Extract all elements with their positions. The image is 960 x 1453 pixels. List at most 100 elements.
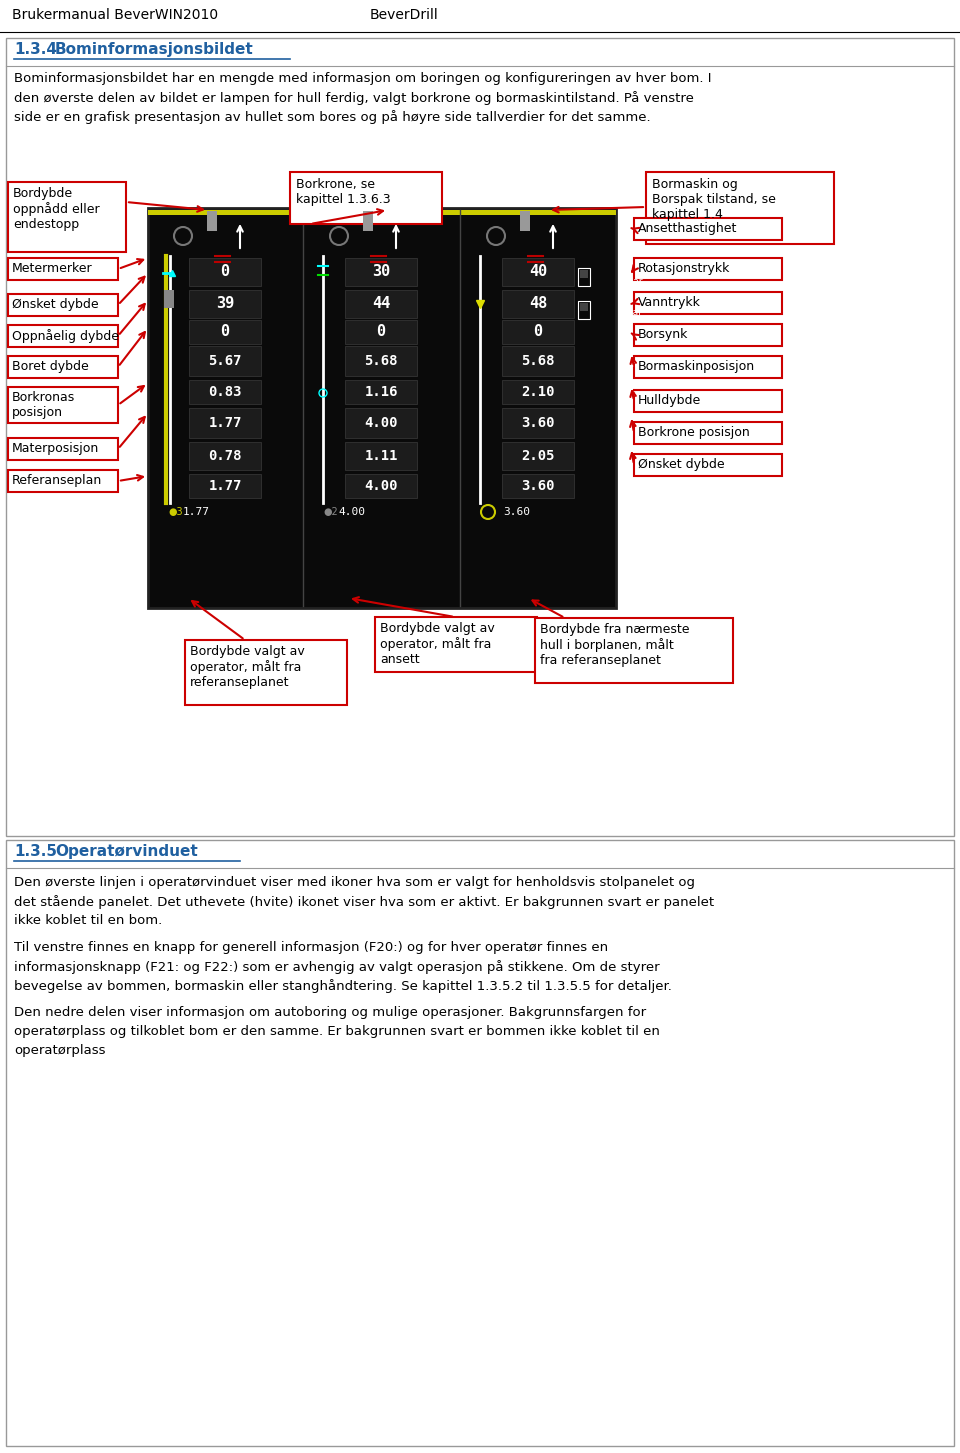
Text: ●3: ●3	[168, 507, 182, 517]
Bar	[634, 324, 782, 346]
Text: Borsynk: Borsynk	[638, 328, 688, 341]
Text: Metermerker: Metermerker	[12, 262, 92, 275]
Text: ⨦m: ⨦m	[620, 423, 635, 433]
Bar	[634, 389, 782, 413]
Bar	[8, 356, 118, 378]
Text: 30: 30	[372, 264, 390, 279]
Bar	[189, 442, 261, 469]
Bar	[375, 618, 537, 671]
Bar	[345, 346, 417, 376]
Text: 4.00: 4.00	[338, 507, 365, 517]
Bar	[502, 291, 574, 318]
Text: Bominformasjonsbildet: Bominformasjonsbildet	[55, 42, 253, 57]
Text: 5.68: 5.68	[364, 355, 397, 368]
Bar	[8, 469, 118, 493]
Bar	[646, 171, 834, 244]
Bar	[578, 267, 590, 286]
Text: Ønsket dybde: Ønsket dybde	[638, 458, 725, 471]
Text: 0: 0	[376, 324, 386, 340]
Bar	[345, 474, 417, 498]
Text: 44: 44	[372, 296, 390, 311]
Text: 40: 40	[529, 264, 547, 279]
Bar	[8, 182, 126, 251]
Bar	[502, 346, 574, 376]
Text: Materposisjon: Materposisjon	[12, 442, 99, 455]
Bar	[185, 639, 347, 705]
Text: Rotasjonstrykk: Rotasjonstrykk	[638, 262, 731, 275]
Text: side er en grafisk presentasjon av hullet som bores og på høyre side tallverdier: side er en grafisk presentasjon av hulle…	[14, 110, 651, 124]
Text: Borkrone, se
kapittel 1.3.6.3: Borkrone, se kapittel 1.3.6.3	[296, 179, 391, 206]
Bar	[345, 442, 417, 469]
Text: Bordybde valgt av
operator, målt fra
ansett: Bordybde valgt av operator, målt fra ans…	[380, 622, 494, 665]
Bar	[345, 408, 417, 437]
Text: operatørplass: operatørplass	[14, 1045, 106, 1056]
Text: Vanntrykk: Vanntrykk	[638, 296, 701, 309]
Bar	[189, 381, 261, 404]
Text: Hulldybde: Hulldybde	[638, 394, 701, 407]
Text: Bormaskinposisjon: Bormaskinposisjon	[638, 360, 756, 373]
Text: Den nedre delen viser informasjon om autoboring og mulige operasjoner. Bakgrunns: Den nedre delen viser informasjon om aut…	[14, 1005, 646, 1019]
Text: ○bar: ○bar	[620, 308, 643, 318]
Text: 2.10: 2.10	[521, 385, 555, 400]
Text: 0: 0	[534, 324, 542, 340]
Bar	[634, 453, 782, 477]
Text: Borkrone posisjon: Borkrone posisjon	[638, 426, 750, 439]
Text: Bordybde
oppnådd eller
endestopp: Bordybde oppnådd eller endestopp	[13, 187, 100, 231]
Text: 5.68: 5.68	[521, 355, 555, 368]
Text: 2.05: 2.05	[521, 449, 555, 464]
Text: ●2: ●2	[323, 507, 338, 517]
Text: 1.3.5: 1.3.5	[14, 844, 57, 859]
Bar	[502, 474, 574, 498]
Bar	[164, 291, 174, 308]
Bar	[345, 320, 417, 344]
Text: 1.77: 1.77	[208, 479, 242, 493]
Bar	[634, 356, 782, 378]
Bar	[502, 408, 574, 437]
Text: ↑m: ↑m	[620, 388, 636, 398]
Bar	[580, 304, 588, 311]
Bar	[189, 320, 261, 344]
Text: 1.77: 1.77	[208, 416, 242, 430]
Text: 3.60: 3.60	[503, 507, 530, 517]
Bar	[189, 259, 261, 286]
Bar	[345, 381, 417, 404]
Text: bevegelse av bommen, bormaskin eller stanghåndtering. Se kapittel 1.3.5.2 til 1.: bevegelse av bommen, bormaskin eller sta…	[14, 979, 672, 992]
Bar	[363, 211, 373, 231]
Text: 48: 48	[529, 296, 547, 311]
Text: Bordybde valgt av
operator, målt fra
referanseplanet: Bordybde valgt av operator, målt fra ref…	[190, 645, 304, 689]
Text: informasjonsknapp (F21: og F22:) som er avhengig av valgt operasjon på stikkene.: informasjonsknapp (F21: og F22:) som er …	[14, 960, 660, 974]
Bar	[148, 208, 616, 607]
Bar	[189, 291, 261, 318]
Bar	[8, 325, 118, 347]
Text: 0.83: 0.83	[208, 385, 242, 400]
Text: 4.00: 4.00	[364, 416, 397, 430]
Bar	[520, 211, 530, 231]
Bar	[8, 259, 118, 280]
Text: Til venstre finnes en knapp for generell informasjon (F20:) og for hver operatør: Til venstre finnes en knapp for generell…	[14, 942, 608, 955]
Text: det stående panelet. Det uthevete (hvite) ikonet viser hva som er aktivt. Er bak: det stående panelet. Det uthevete (hvite…	[14, 895, 714, 910]
Text: Ansetthastighet: Ansetthastighet	[638, 222, 737, 235]
Text: 39: 39	[216, 296, 234, 311]
Bar	[634, 292, 782, 314]
Text: 1.3.4: 1.3.4	[14, 42, 57, 57]
Text: ↓bar: ↓bar	[620, 276, 642, 285]
Bar	[8, 437, 118, 461]
Text: 3.60: 3.60	[521, 416, 555, 430]
Text: 0.78: 0.78	[208, 449, 242, 464]
Text: 1.77: 1.77	[183, 507, 210, 517]
Bar	[502, 320, 574, 344]
Bar	[6, 840, 954, 1446]
Text: ikke koblet til en bom.: ikke koblet til en bom.	[14, 914, 162, 927]
Bar	[8, 294, 118, 315]
Bar	[8, 386, 118, 423]
Text: Bominformasjonsbildet har en mengde med informasjon om boringen og konfigurering: Bominformasjonsbildet har en mengde med …	[14, 73, 711, 84]
Text: 3.60: 3.60	[521, 479, 555, 493]
Bar	[189, 346, 261, 376]
Bar	[207, 211, 217, 231]
Text: Borkronas
posisjon: Borkronas posisjon	[12, 391, 75, 418]
Bar	[535, 618, 733, 683]
Text: Referanseplan: Referanseplan	[12, 474, 103, 487]
Bar	[580, 270, 588, 278]
Text: 5.67: 5.67	[208, 355, 242, 368]
Text: Den øverste linjen i operatørvinduet viser med ikoner hva som er valgt for henho: Den øverste linjen i operatørvinduet vis…	[14, 876, 695, 889]
